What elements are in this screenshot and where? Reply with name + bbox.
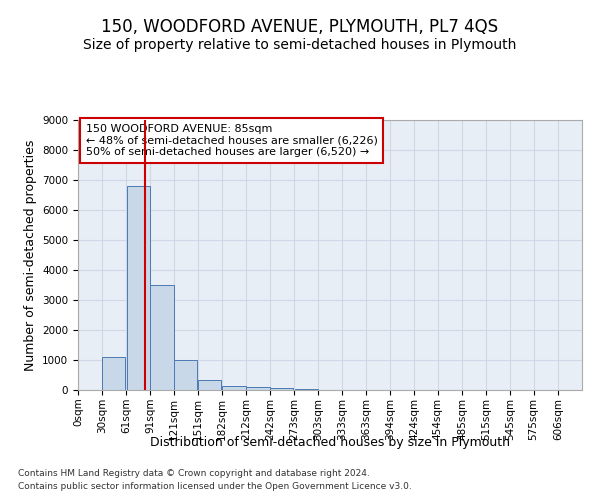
Bar <box>270 388 293 390</box>
Text: 150 WOODFORD AVENUE: 85sqm
← 48% of semi-detached houses are smaller (6,226)
50%: 150 WOODFORD AVENUE: 85sqm ← 48% of semi… <box>86 124 377 157</box>
Text: Distribution of semi-detached houses by size in Plymouth: Distribution of semi-detached houses by … <box>150 436 510 449</box>
Text: Size of property relative to semi-detached houses in Plymouth: Size of property relative to semi-detach… <box>83 38 517 52</box>
Bar <box>223 386 246 390</box>
Bar <box>151 285 173 390</box>
Text: Contains public sector information licensed under the Open Government Licence v3: Contains public sector information licen… <box>18 482 412 491</box>
Bar <box>295 388 318 390</box>
Bar <box>102 357 125 390</box>
Text: 150, WOODFORD AVENUE, PLYMOUTH, PL7 4QS: 150, WOODFORD AVENUE, PLYMOUTH, PL7 4QS <box>101 18 499 36</box>
Bar <box>246 387 269 390</box>
Bar <box>198 380 221 390</box>
Text: Contains HM Land Registry data © Crown copyright and database right 2024.: Contains HM Land Registry data © Crown c… <box>18 469 370 478</box>
Bar <box>127 186 150 390</box>
Y-axis label: Number of semi-detached properties: Number of semi-detached properties <box>23 140 37 370</box>
Bar <box>174 360 197 390</box>
